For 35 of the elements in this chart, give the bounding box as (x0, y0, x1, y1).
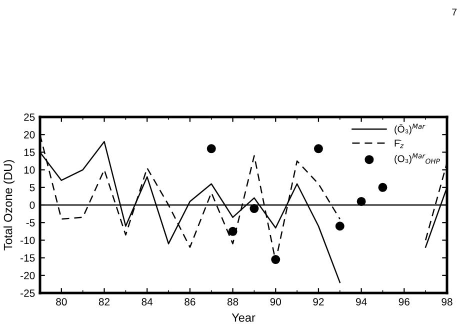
y-tick-label: 20 (24, 131, 35, 138)
x-axis-title: Year (232, 314, 256, 322)
y-tick-label: 15 (24, 148, 35, 156)
legend-label: (O₃)$^{Mar}$$_{OHP}$ (394, 153, 440, 164)
y-tick-label: 10 (24, 166, 35, 174)
y-tick-label: -20 (20, 272, 35, 280)
point (271, 255, 280, 264)
y-tick-label: -10 (20, 236, 35, 244)
point (206, 144, 216, 154)
x-tick-label: 96 (398, 298, 410, 306)
point (250, 204, 259, 214)
x-tick-label: 90 (270, 298, 282, 306)
y-tick-label: -5 (26, 219, 35, 226)
point (228, 226, 238, 236)
y-tick-label: 5 (30, 184, 35, 192)
y-tick-label: 25 (24, 114, 35, 121)
legend-label: F̄$_{z}$ (394, 140, 404, 148)
text: 7 (452, 8, 457, 16)
point (314, 144, 323, 154)
x-tick-label: 80 (56, 298, 67, 306)
x-tick-label: 98 (442, 298, 452, 306)
legend-label: (Ō₃)$^{Mar}$ (394, 124, 426, 134)
y-tick-label: 0 (30, 202, 35, 209)
x-tick-label: 84 (142, 298, 153, 306)
y-tick-label: -15 (20, 254, 35, 262)
point (378, 182, 388, 192)
x-tick-label: 82 (98, 298, 110, 306)
x-tick-label: 92 (313, 298, 324, 306)
x-tick-label: 94 (356, 298, 367, 306)
x-tick-label: 88 (227, 298, 238, 306)
point (356, 196, 366, 206)
x-tick-label: 86 (184, 298, 196, 306)
y-tick-label: -25 (20, 290, 35, 297)
point (335, 222, 344, 231)
y-axis-title: Total Ozone (DU) (4, 160, 15, 250)
